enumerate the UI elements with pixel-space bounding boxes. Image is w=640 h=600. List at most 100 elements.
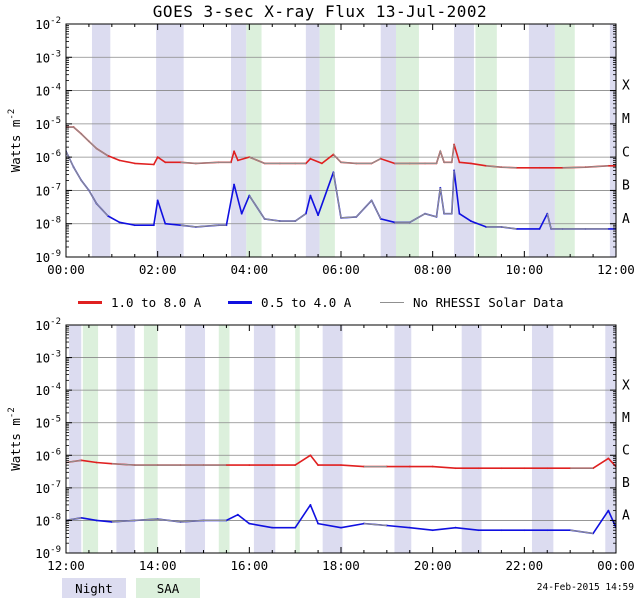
flare-class-label: M	[622, 411, 630, 426]
saa-band	[396, 24, 419, 257]
data-point	[458, 212, 461, 215]
data-point	[469, 162, 472, 165]
norhessi-segment	[248, 195, 307, 222]
data-point	[236, 513, 239, 516]
data-point	[152, 163, 155, 166]
data-point	[248, 522, 251, 525]
night-band	[461, 325, 482, 553]
night-band	[605, 325, 616, 553]
saa-band	[295, 325, 300, 553]
x-tick-label: 00:00	[47, 262, 85, 277]
y-tick-exponent: -2	[50, 317, 61, 327]
data-point	[309, 194, 312, 197]
night-band	[91, 24, 111, 257]
legend-saa: SAA	[136, 578, 200, 598]
y-tick-exponent: -6	[50, 149, 61, 159]
data-point	[309, 157, 312, 160]
x-tick-label: 10:00	[506, 262, 544, 277]
x-tick-label: 02:00	[139, 262, 177, 277]
y-tick-label: 10-2	[35, 317, 61, 333]
data-point	[309, 503, 312, 506]
y-tick-exponent: -3	[50, 49, 61, 59]
data-point	[546, 467, 549, 470]
y-tick-exponent: -4	[50, 382, 61, 392]
data-point	[317, 522, 319, 525]
data-point	[233, 150, 235, 153]
night-band	[322, 325, 343, 553]
y-tick-label: 10-4	[35, 83, 61, 99]
bottom-panel: 12:00 14:00 16:00 18:00 20:00 22:00 00:0010-91…	[7, 317, 635, 573]
data-point	[431, 465, 434, 468]
flare-class-label: A	[622, 212, 630, 227]
norhessi-segment	[486, 165, 517, 169]
data-point	[408, 526, 411, 529]
data-point	[607, 457, 610, 460]
data-point	[538, 227, 541, 230]
legend-short-label: 0.5 to 4.0 A	[261, 294, 352, 310]
norhessi-segment	[249, 156, 306, 164]
x-tick-label: 08:00	[414, 262, 452, 277]
night-band	[69, 325, 82, 553]
y-tick-exponent: -5	[50, 116, 61, 126]
x-tick-label: 16:00	[231, 558, 269, 573]
y-axis-label: Watts m-2	[7, 407, 23, 471]
y-tick-label: 10-7	[35, 182, 61, 198]
x-tick-label: 14:00	[139, 558, 177, 573]
data-point	[317, 464, 319, 466]
data-point	[546, 529, 549, 532]
y-tick-exponent: -3	[50, 350, 61, 360]
norhessi-segment	[180, 161, 231, 165]
y-tick-label: 10-3	[35, 350, 61, 366]
night-band	[305, 24, 320, 257]
data-point	[152, 224, 155, 227]
y-tick-exponent: -5	[50, 415, 61, 425]
y-tick-label: 10-5	[35, 116, 61, 132]
data-point	[477, 529, 480, 532]
norhessi-segment	[546, 213, 609, 230]
data-point	[340, 526, 342, 529]
night-band	[253, 325, 276, 553]
norhessi-segment	[66, 151, 109, 217]
data-point	[95, 519, 98, 522]
data-point	[607, 509, 610, 512]
norhessi-segment	[570, 529, 594, 534]
night-band	[531, 325, 554, 553]
night-band	[116, 325, 135, 553]
x-tick-label: 06:00	[322, 262, 360, 277]
flare-class-label: C	[622, 444, 630, 459]
norhessi-segment	[180, 224, 227, 228]
data-point	[248, 464, 251, 466]
data-point	[477, 467, 480, 470]
y-tick-label: 10-5	[35, 415, 61, 431]
data-point	[538, 166, 541, 169]
y-tick-label: 10-6	[35, 447, 61, 463]
x-tick-label: 20:00	[414, 558, 452, 573]
night-band	[231, 24, 247, 257]
legend-long-label: 1.0 to 8.0 A	[111, 294, 202, 310]
saa-band	[218, 325, 230, 553]
flare-class-label: B	[622, 476, 630, 491]
y-tick-label: 10-3	[35, 49, 61, 65]
data-point	[340, 464, 342, 466]
flare-class-label: X	[622, 79, 630, 94]
data-point	[454, 467, 457, 470]
night-band	[380, 24, 396, 257]
norhessi-segment	[332, 154, 381, 164]
flare-class-label: A	[622, 509, 630, 524]
saa-band	[246, 24, 262, 257]
data-point	[118, 221, 121, 224]
norhessi-segment	[486, 226, 517, 230]
data-point	[271, 464, 274, 466]
data-point	[458, 161, 461, 164]
norhessi-segment	[562, 165, 609, 169]
data-point	[164, 222, 167, 225]
x-tick-label: 04:00	[231, 262, 269, 277]
y-tick-label: 10-2	[35, 16, 61, 32]
legend-short-swatch	[228, 300, 252, 304]
saa-band	[143, 325, 158, 553]
x-tick-label: 12:00	[597, 262, 635, 277]
norhessi-segment	[394, 144, 455, 164]
data-point	[164, 161, 167, 164]
y-tick-exponent: -9	[50, 249, 61, 259]
